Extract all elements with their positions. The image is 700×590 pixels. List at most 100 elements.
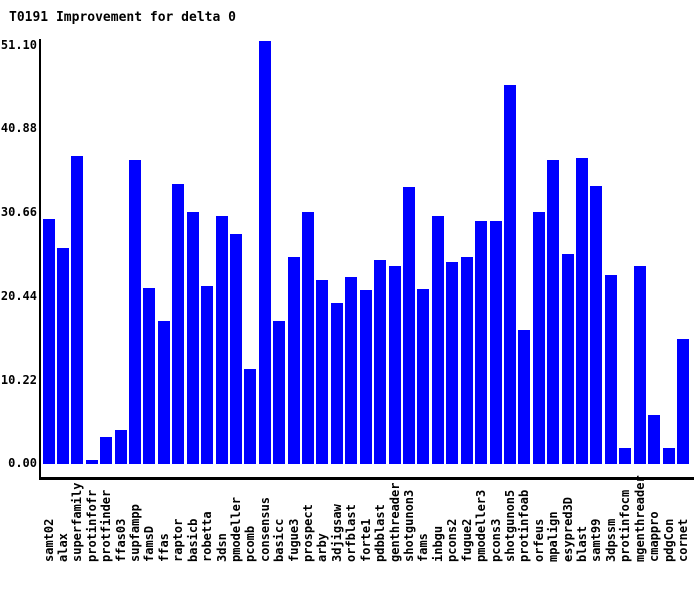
x-tick-label-3dsn: 3dsn <box>214 533 229 562</box>
x-tick-label-raptor: raptor <box>171 518 186 562</box>
bar-orfblast <box>345 277 358 464</box>
bar-protinfocm <box>619 447 632 464</box>
x-tick-label-alax: alax <box>55 533 70 562</box>
bar-robetta <box>201 286 214 464</box>
x-tick-label-fugue2: fugue2 <box>459 518 474 562</box>
bar-famsD <box>143 287 156 464</box>
bar-consensus <box>258 41 271 464</box>
bar-samt99 <box>590 186 603 464</box>
x-tick-label-pdbblast: pdbblast <box>373 504 388 562</box>
bar-samt02 <box>42 218 55 464</box>
x-tick-label-shotgunon3: shotgunon3 <box>402 489 416 562</box>
x-tick-label-basicb: basicb <box>185 518 200 562</box>
bar-protfinder <box>100 436 113 464</box>
y-tick-label: 30.66 <box>0 205 37 220</box>
x-tick-label-basicc: basicc <box>272 518 287 562</box>
bar-arby <box>316 279 329 464</box>
bar-protinfoab <box>518 329 531 464</box>
bar-3dpssm <box>604 274 617 464</box>
x-tick-label-protinfocm: protinfocm <box>618 489 633 562</box>
bar-basicb <box>186 212 199 464</box>
x-tick-label-cmappro: cmappro <box>647 511 662 562</box>
x-tick-label-ffas03: ffas03 <box>113 518 128 562</box>
bar-3djigsaw <box>330 303 343 464</box>
x-tick-label-pmodeller3: pmodeller3 <box>474 489 489 562</box>
bar-pdgCon <box>662 447 675 464</box>
bar-pmodeller <box>229 233 242 464</box>
x-tick-label-samt02: samt02 <box>41 518 56 562</box>
bar-pcomb <box>244 368 257 464</box>
x-tick-label-3djigsaw: 3djigsaw <box>329 504 344 562</box>
y-tick-label: 0.00 <box>8 456 37 471</box>
x-tick-label-inbgu: inbgu <box>430 525 445 562</box>
bar-mpalign <box>547 159 560 464</box>
y-tick-label: 20.44 <box>0 288 37 303</box>
bar-pmodeller3 <box>475 221 488 464</box>
bar-prospect <box>302 212 315 464</box>
x-tick-label-orfeus: orfeus <box>531 518 546 562</box>
x-tick-label-arby: arby <box>315 533 330 562</box>
x-tick-label-forte1: forte1 <box>358 518 373 562</box>
bar-fugue2 <box>460 257 473 464</box>
bar-ffas <box>157 321 170 464</box>
x-tick-label-orfblast: orfblast <box>344 504 359 562</box>
bar-genthreader <box>388 265 401 464</box>
bar-basicc <box>273 320 286 464</box>
x-tick-label-genthreader: genthreader <box>387 482 402 562</box>
x-tick-label-mpalign: mpalign <box>546 511 561 562</box>
x-tick-label-samt99: samt99 <box>589 518 604 562</box>
x-tick-label-fugue3: fugue3 <box>286 518 301 562</box>
bar-cornet <box>676 339 689 464</box>
x-tick-label-famsD: famsD <box>142 525 157 562</box>
bar-blast <box>576 158 589 464</box>
bar-fugue3 <box>287 257 300 464</box>
x-tick-label-consensus: consensus <box>257 496 272 562</box>
x-tick-label-pcons3: pcons3 <box>488 518 503 562</box>
bar-raptor <box>172 183 185 464</box>
bar-shotgunon5 <box>503 84 516 464</box>
chart-title: T0191 Improvement for delta 0 <box>9 10 236 25</box>
bar-orfeus <box>532 212 545 464</box>
x-tick-label-ffas: ffas <box>156 533 171 562</box>
x-tick-label-supfampp: supfampp <box>128 504 143 562</box>
x-tick-label-3dpssm: 3dpssm <box>603 518 618 562</box>
bar-supfampp <box>129 159 142 464</box>
x-axis-line <box>39 477 694 480</box>
x-tick-label-protinfoab: protinfoab <box>517 489 532 562</box>
y-tick-label: 10.22 <box>0 372 37 387</box>
x-tick-label-blast: blast <box>575 525 590 562</box>
x-tick-label-fams: fams <box>416 533 431 562</box>
x-tick-label-pdgCon: pdgCon <box>661 518 676 562</box>
bar-pcons2 <box>446 261 459 464</box>
x-tick-label-mgenthreader: mgenthreader <box>632 475 647 562</box>
x-tick-label-superfamily: superfamily <box>70 482 85 562</box>
x-tick-label-pcons2: pcons2 <box>445 518 460 562</box>
bar-shotgunon3 <box>403 186 415 464</box>
y-axis-line <box>39 39 41 480</box>
bar-esypred3D <box>561 254 574 464</box>
x-tick-label-esypred3D: esypred3D <box>560 496 575 562</box>
x-tick-label-shotgunon5: shotgunon5 <box>502 489 517 562</box>
bar-3dsn <box>215 215 228 464</box>
x-tick-label-pmodeller: pmodeller <box>228 496 243 562</box>
x-tick-label-pcomb: pcomb <box>243 525 258 562</box>
bar-ffas03 <box>114 429 127 464</box>
bar-pcons3 <box>489 221 502 464</box>
x-tick-label-protinfofr: protinfofr <box>84 489 99 562</box>
x-tick-label-cornet: cornet <box>675 518 690 562</box>
bar-mgenthreader <box>633 265 646 464</box>
bar-inbgu <box>431 215 444 464</box>
bar-alax <box>56 248 69 464</box>
bar-protinfofr <box>85 459 98 464</box>
y-tick-label: 51.10 <box>0 37 37 52</box>
y-tick-label: 40.88 <box>0 121 37 136</box>
bar-pdbblast <box>374 259 387 464</box>
x-tick-label-prospect: prospect <box>301 504 316 562</box>
x-tick-label-protfinder: protfinder <box>99 489 114 562</box>
bar-superfamily <box>71 155 84 464</box>
bar-forte1 <box>359 290 372 464</box>
bar-fams <box>417 288 430 464</box>
x-tick-label-robetta: robetta <box>200 511 215 562</box>
bar-cmappro <box>648 414 661 464</box>
